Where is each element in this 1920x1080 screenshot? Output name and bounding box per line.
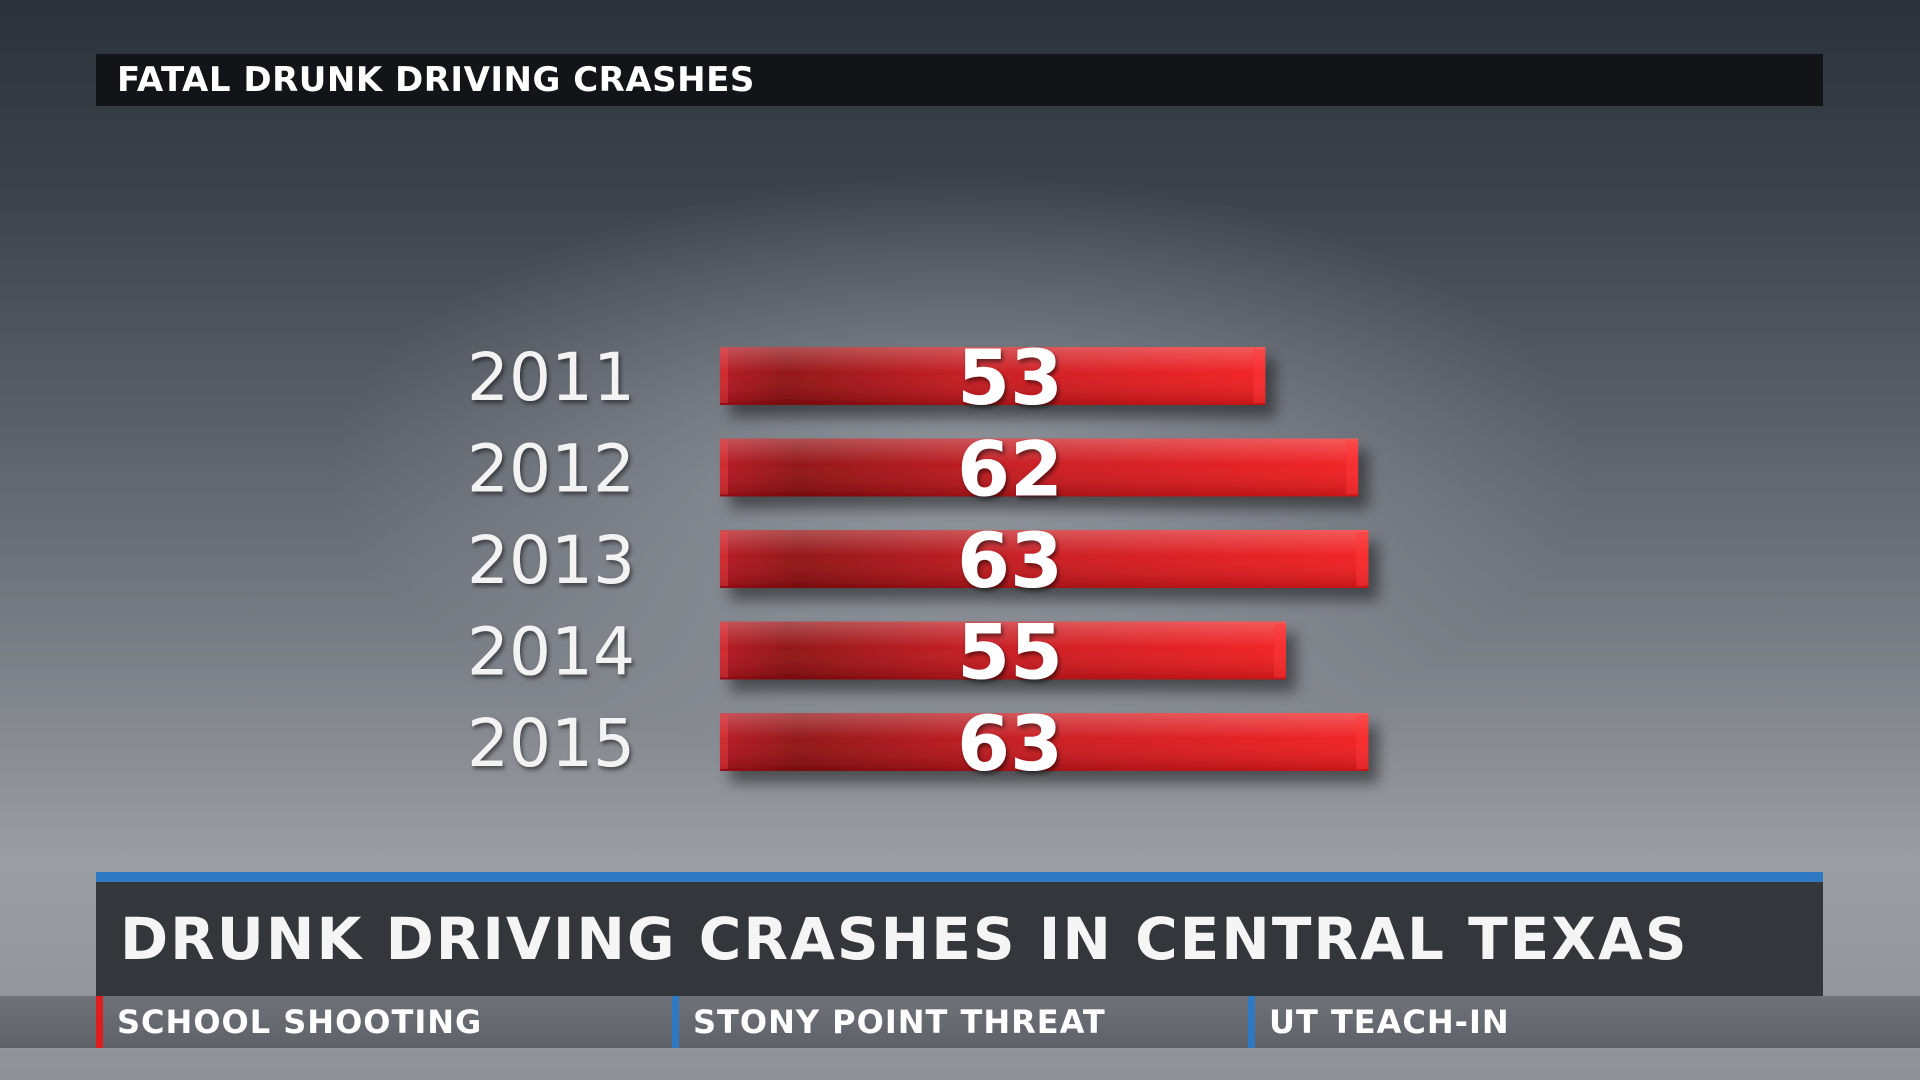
headline: DRUNK DRIVING CRASHES IN CENTRAL TEXAS	[120, 905, 1689, 973]
ticker-item-stony-point-threat: STONY POINT THREAT	[672, 996, 1106, 1048]
year-label-2015: 2015	[467, 705, 635, 782]
chart-title: FATAL DRUNK DRIVING CRASHES	[117, 60, 755, 100]
ticker-label: UT TEACH-IN	[1269, 1003, 1510, 1041]
title-bar: FATAL DRUNK DRIVING CRASHES	[96, 54, 1823, 106]
year-label-2011: 2011	[467, 339, 635, 416]
ticker-label: STONY POINT THREAT	[693, 1003, 1106, 1041]
bar-2013	[720, 530, 1369, 588]
year-label-2012: 2012	[467, 431, 635, 508]
bar-2011	[720, 347, 1266, 405]
year-label-2013: 2013	[467, 522, 635, 599]
bar-2014	[720, 621, 1286, 680]
ticker-item-ut-teach-in: UT TEACH-IN	[1248, 996, 1510, 1048]
bar-value-2011: 53	[957, 333, 1063, 422]
bar-value-2014: 55	[957, 608, 1063, 697]
bar-value-2012: 62	[957, 425, 1063, 514]
ticker-label: SCHOOL SHOOTING	[117, 1003, 483, 1041]
year-label-2014: 2014	[467, 614, 635, 691]
bar-value-2013: 63	[957, 516, 1063, 605]
bar-2012	[720, 438, 1359, 497]
ticker-item-school-shooting: SCHOOL SHOOTING	[96, 996, 482, 1048]
bar-value-2015: 63	[957, 699, 1063, 788]
lower-third-headline-bar: DRUNK DRIVING CRASHES IN CENTRAL TEXAS	[96, 872, 1823, 996]
news-ticker: SCHOOL SHOOTING STONY POINT THREAT UT TE…	[0, 996, 1920, 1048]
bar-2015	[720, 713, 1369, 771]
